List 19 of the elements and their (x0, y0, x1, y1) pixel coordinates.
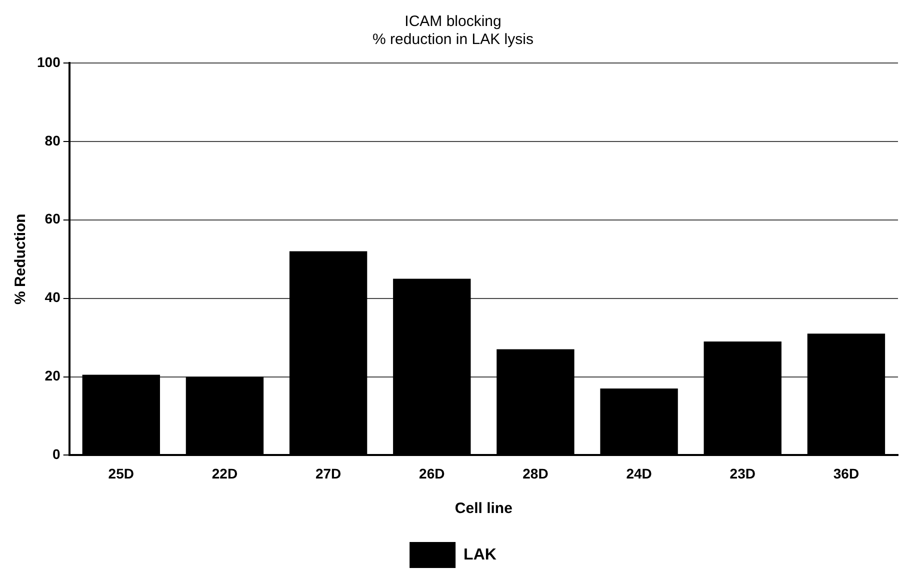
x-tick-label: 26D (419, 465, 445, 482)
x-axis-title: Cell line (454, 500, 512, 518)
x-tick-label: 27D (315, 465, 342, 482)
x-tick-label: 23D (730, 465, 756, 482)
x-tick-label: 36D (833, 465, 860, 482)
chart-subtitle: % reduction in LAK lysis (372, 31, 534, 48)
legend-label: LAK (464, 546, 497, 564)
x-tick-label: 25D (108, 465, 134, 482)
x-tick-label: 24D (626, 465, 652, 482)
y-tick-label: 80 (44, 132, 61, 148)
y-tick-label: 40 (44, 289, 61, 306)
y-tick-label: 60 (44, 210, 61, 227)
x-tick-label: 28D (522, 465, 548, 482)
x-tick-label: 22D (212, 465, 238, 482)
chart-title: ICAM blocking (404, 13, 502, 30)
y-tick-label: 0 (52, 446, 61, 462)
y-tick-label: 20 (44, 368, 61, 384)
y-axis-title: % Reduction (12, 214, 30, 305)
y-tick-label: 100 (37, 54, 61, 70)
